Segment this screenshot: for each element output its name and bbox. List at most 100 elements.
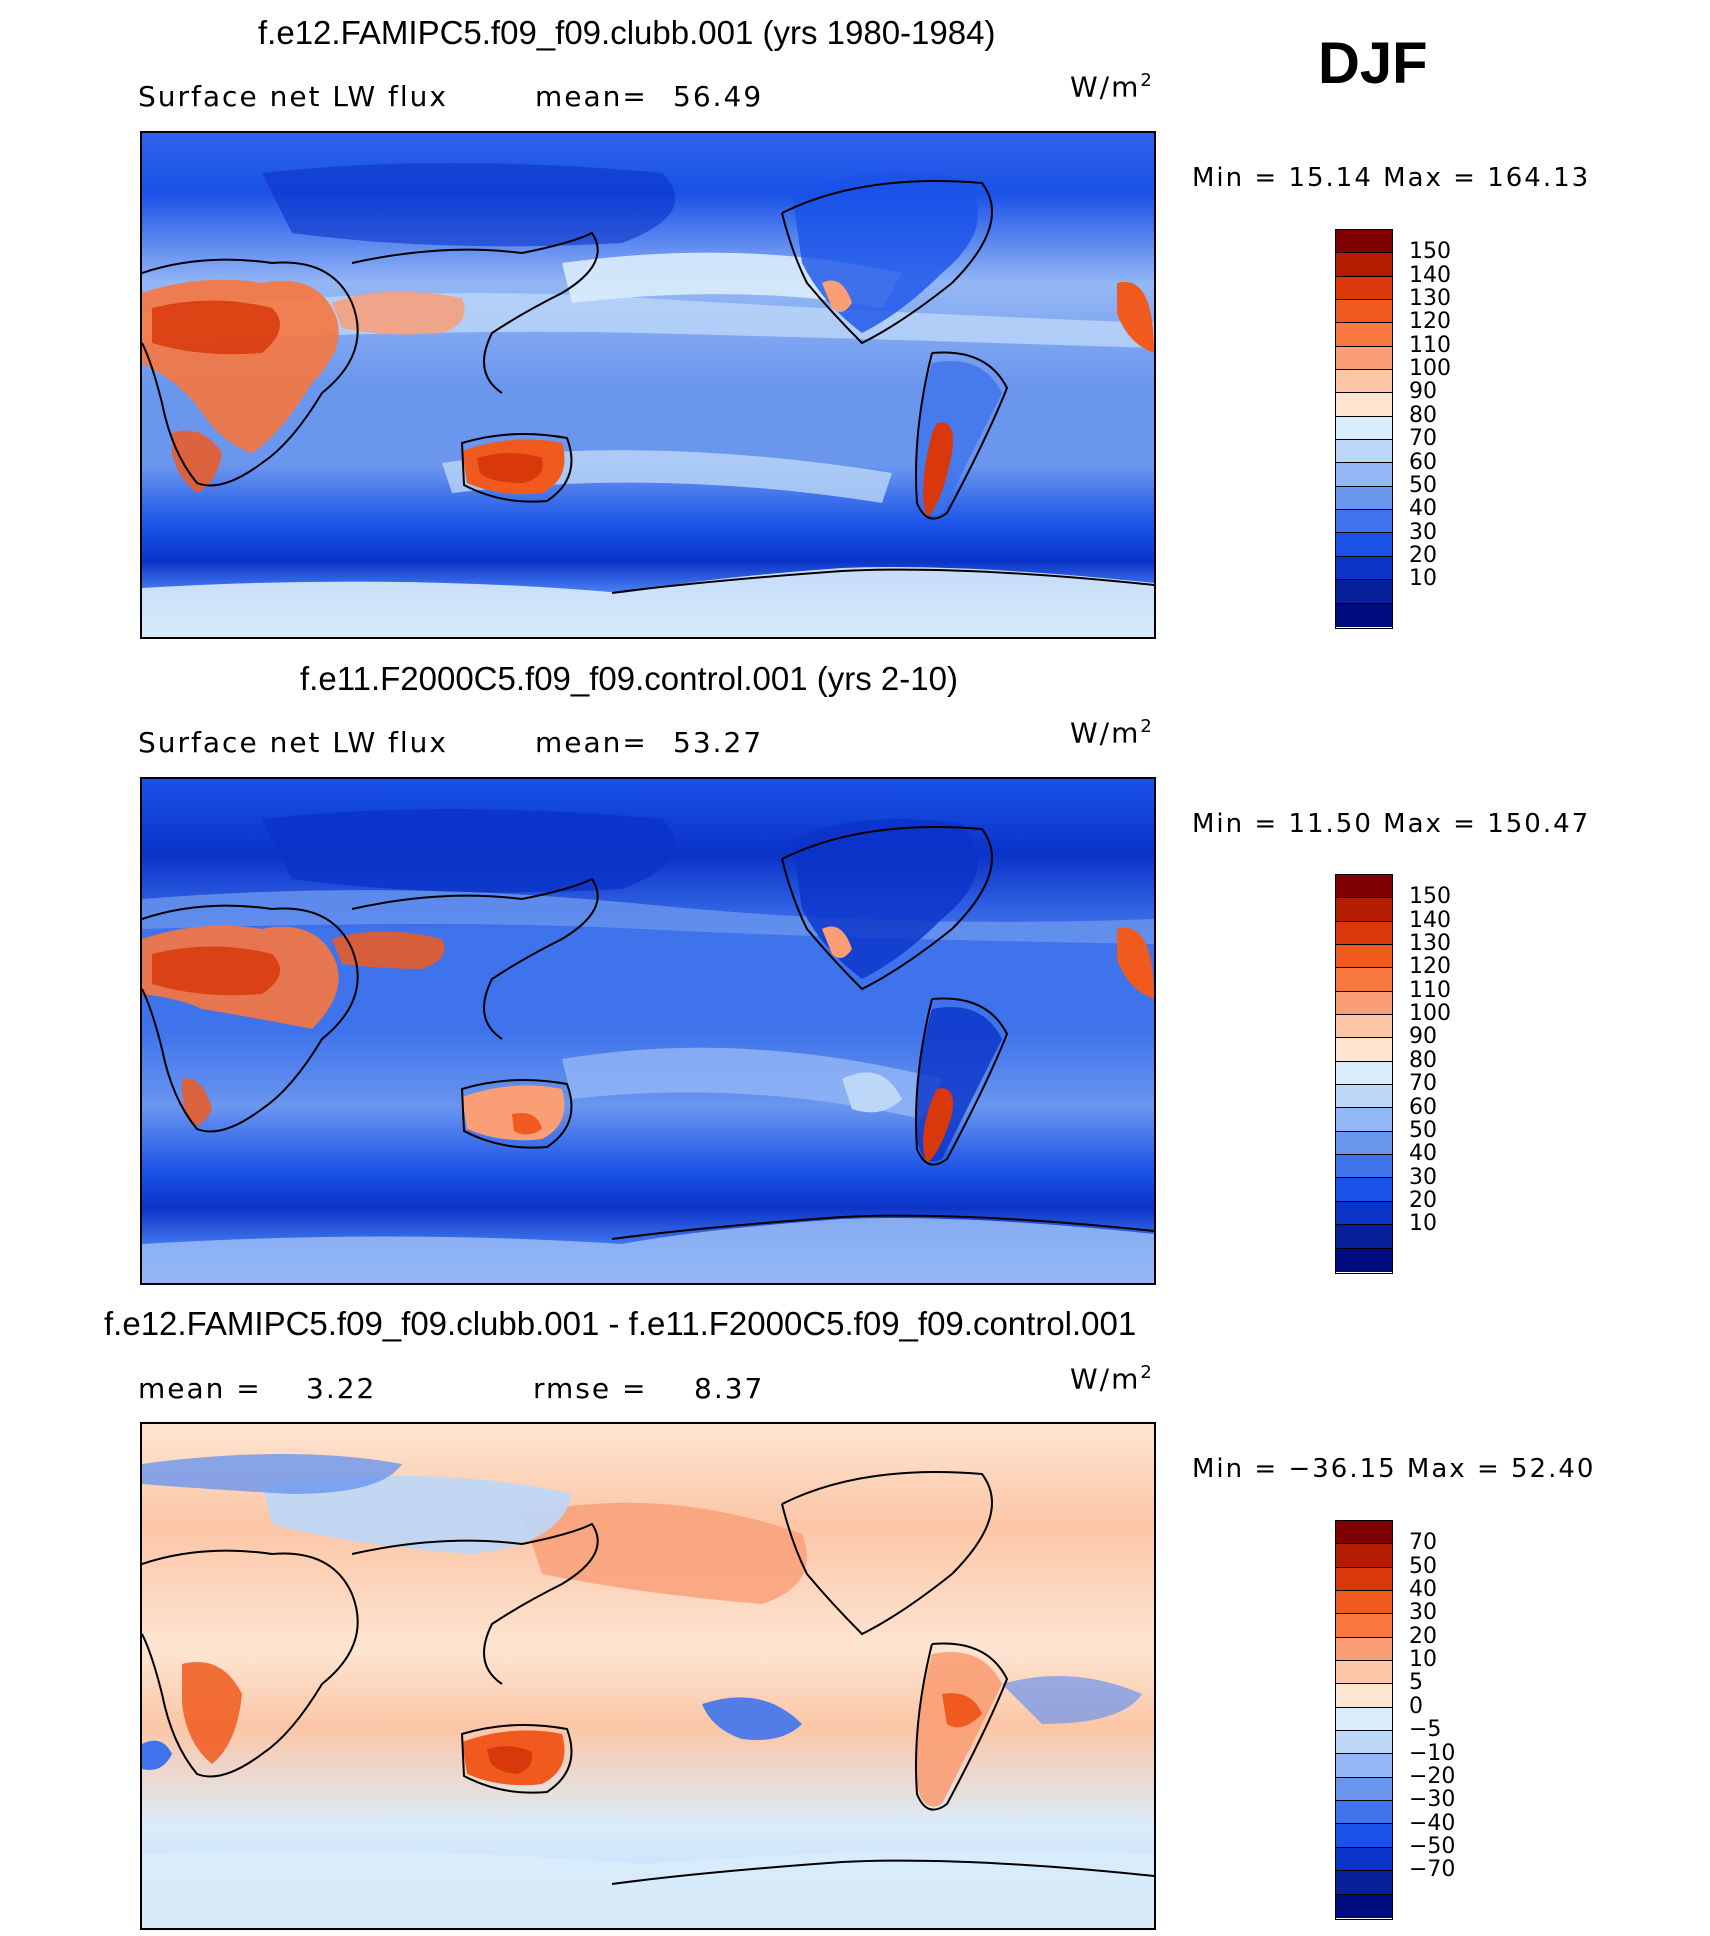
panel-2-map [140,777,1156,1285]
colorbar-tick-label: 140 [1409,262,1451,288]
colorbar-tick-label: 90 [1409,1024,1437,1050]
colorbar-tick-label: 70 [1409,426,1437,452]
colorbar-swatch [1336,1108,1392,1132]
colorbar-tick-label: 60 [1409,449,1437,475]
panel-3-rmse-label: rmse = [533,1372,648,1405]
panel-1-title: f.e12.FAMIPC5.f09_f09.clubb.001 (yrs 198… [258,14,996,51]
panel-1-map [140,131,1156,639]
colorbar-swatch [1336,1614,1392,1638]
colorbar-tick-label: −20 [1409,1763,1456,1789]
panel-3-map [140,1422,1156,1930]
colorbar-tick-label: 100 [1409,1001,1451,1027]
colorbar-tick-label: 120 [1409,309,1451,335]
colorbar-tick-label: 40 [1409,1577,1437,1603]
colorbar-tick-label: 50 [1409,472,1437,498]
colorbar-swatch [1336,921,1392,946]
colorbar-swatch [1336,1847,1392,1872]
colorbar-tick-label: 70 [1409,1530,1437,1556]
colorbar-swatch [1336,1637,1392,1662]
colorbar-swatch [1336,323,1392,347]
panel-3-mean-label: mean = [138,1372,262,1405]
colorbar-swatch [1336,440,1392,464]
colorbar-swatch [1336,393,1392,417]
colorbar-swatch [1336,1544,1392,1568]
colorbar-tick-label: 120 [1409,954,1451,980]
colorbar-tick-label: 80 [1409,402,1437,428]
panel-3-units: W/m2 [1070,1362,1154,1396]
panel-1-range: Min = 15.14 Max = 164.13 [1192,163,1591,193]
panel-3-map-svg [142,1424,1154,1928]
colorbar-swatch [1336,1567,1392,1592]
colorbar-tick-label: −70 [1409,1857,1456,1883]
colorbar-swatch [1336,1155,1392,1179]
colorbar-tick-label: 40 [1409,1141,1437,1167]
colorbar-swatch [1336,486,1392,511]
colorbar-tick-label: 50 [1409,1553,1437,1579]
panel-3-rmse-value: 8.37 [694,1372,765,1405]
colorbar-swatch [1336,1085,1392,1109]
colorbar-swatch [1336,1894,1392,1918]
colorbar-swatch [1336,276,1392,301]
colorbar-tick-label: 140 [1409,907,1451,933]
panel-1-mean-label: mean= [535,80,648,113]
colorbar-tick-label: 70 [1409,1071,1437,1097]
colorbar-swatch [1336,1731,1392,1755]
colorbar-swatch [1336,991,1392,1016]
colorbar-swatch [1336,1777,1392,1802]
colorbar-tick-label: 130 [1409,931,1451,957]
panel-1-colorbar [1335,229,1393,629]
colorbar-tick-label: 30 [1409,1164,1437,1190]
colorbar-swatch [1336,1824,1392,1848]
colorbar-swatch [1336,1591,1392,1615]
colorbar-swatch [1336,556,1392,581]
colorbar-swatch [1336,1801,1392,1825]
colorbar-tick-label: 100 [1409,356,1451,382]
colorbar-swatch [1336,1201,1392,1226]
colorbar-tick-label: 40 [1409,496,1437,522]
colorbar-swatch [1336,603,1392,627]
panel-1-mean-value: 56.49 [673,80,764,113]
colorbar-tick-label: 150 [1409,884,1451,910]
panel-3-title: f.e12.FAMIPC5.f09_f09.clubb.001 - f.e11.… [104,1305,1137,1342]
colorbar-tick-label: 20 [1409,1623,1437,1649]
colorbar-tick-label: 150 [1409,239,1451,265]
colorbar-swatch [1336,1225,1392,1249]
colorbar-swatch [1336,346,1392,371]
colorbar-swatch [1336,230,1392,254]
panel-1-units: W/m2 [1070,70,1154,104]
colorbar-tick-label: 60 [1409,1094,1437,1120]
colorbar-swatch [1336,1871,1392,1895]
colorbar-tick-label: −30 [1409,1787,1456,1813]
panel-2-mean-value: 53.27 [673,726,764,759]
colorbar-swatch [1336,1131,1392,1156]
colorbar-swatch [1336,1178,1392,1202]
colorbar-swatch [1336,533,1392,557]
panel-3-colorbar [1335,1520,1393,1920]
panel-2-variable: Surface net LW flux [138,726,448,759]
colorbar-tick-label: 5 [1409,1670,1423,1696]
colorbar-swatch [1336,968,1392,992]
colorbar-tick-label: 80 [1409,1047,1437,1073]
colorbar-tick-label: −5 [1409,1717,1442,1743]
colorbar-tick-label: 110 [1409,332,1451,358]
colorbar-swatch [1336,1521,1392,1545]
panel-2-colorbar [1335,874,1393,1274]
panel-3-mean-value: 3.22 [306,1372,377,1405]
colorbar-swatch [1336,463,1392,487]
colorbar-swatch [1336,875,1392,899]
colorbar-tick-label: 130 [1409,286,1451,312]
colorbar-tick-label: 30 [1409,519,1437,545]
panel-3-range: Min = −36.15 Max = 52.40 [1192,1454,1596,1484]
colorbar-swatch [1336,300,1392,324]
colorbar-swatch [1336,1015,1392,1039]
colorbar-tick-label: 10 [1409,1211,1437,1237]
colorbar-swatch [1336,1061,1392,1086]
colorbar-swatch [1336,370,1392,394]
colorbar-tick-label: −50 [1409,1833,1456,1859]
colorbar-tick-label: 110 [1409,977,1451,1003]
season-label: DJF [1318,31,1428,96]
colorbar-swatch [1336,1707,1392,1732]
panel-2-units: W/m2 [1070,716,1154,750]
panel-2-range: Min = 11.50 Max = 150.47 [1192,809,1591,839]
colorbar-tick-label: 90 [1409,379,1437,405]
